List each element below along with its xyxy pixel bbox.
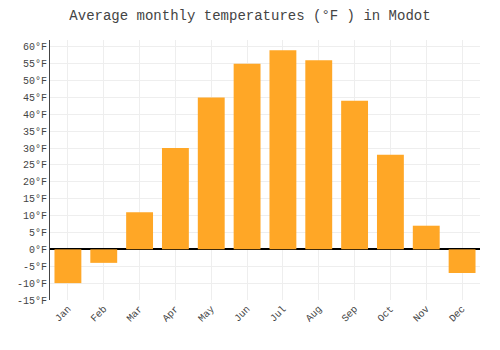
svg-text:5°F: 5°F (29, 228, 47, 239)
svg-text:0°F: 0°F (29, 245, 47, 256)
svg-text:10°F: 10°F (23, 211, 47, 222)
svg-text:Apr: Apr (161, 304, 182, 325)
svg-text:Mar: Mar (125, 304, 146, 325)
svg-text:Jul: Jul (268, 304, 289, 325)
svg-text:Feb: Feb (89, 304, 110, 325)
svg-text:-5°F: -5°F (23, 262, 47, 273)
svg-text:60°F: 60°F (23, 42, 47, 53)
svg-text:35°F: 35°F (23, 127, 47, 138)
svg-text:Nov: Nov (411, 304, 432, 325)
svg-text:Jun: Jun (232, 304, 253, 325)
svg-text:55°F: 55°F (23, 59, 47, 70)
svg-text:Average monthly temperatures (: Average monthly temperatures (°F ) in Mo… (69, 8, 430, 24)
svg-text:20°F: 20°F (23, 177, 47, 188)
svg-text:45°F: 45°F (23, 93, 47, 104)
svg-text:Jan: Jan (53, 304, 74, 325)
svg-text:-15°F: -15°F (17, 296, 47, 307)
svg-text:Oct: Oct (376, 304, 397, 325)
svg-text:May: May (196, 304, 217, 325)
svg-text:Sep: Sep (340, 304, 361, 325)
svg-text:30°F: 30°F (23, 144, 47, 155)
svg-text:40°F: 40°F (23, 110, 47, 121)
svg-text:-10°F: -10°F (17, 279, 47, 290)
svg-text:Dec: Dec (447, 304, 468, 325)
svg-text:Aug: Aug (304, 304, 325, 325)
svg-text:15°F: 15°F (23, 194, 47, 205)
svg-text:25°F: 25°F (23, 160, 47, 171)
svg-text:50°F: 50°F (23, 76, 47, 87)
